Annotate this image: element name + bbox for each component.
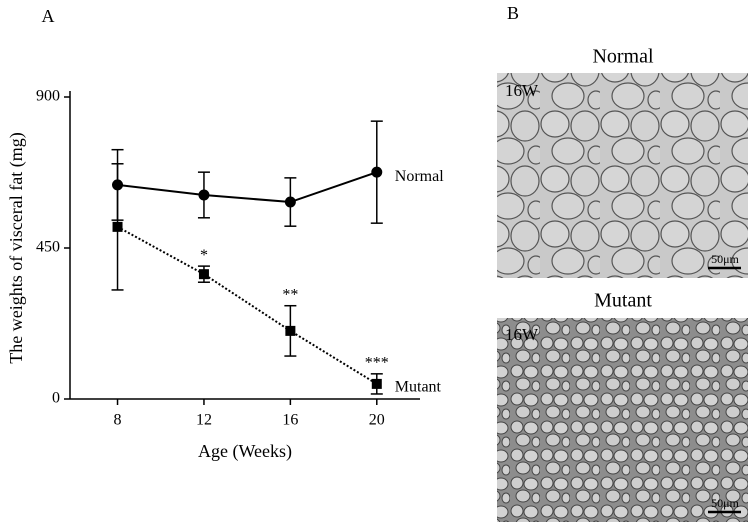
- panel-label: B: [507, 3, 519, 23]
- y-tick-label: 0: [52, 390, 60, 407]
- significance: **: [282, 286, 298, 303]
- point: [371, 166, 383, 178]
- image-title: Mutant: [594, 290, 652, 312]
- image-tag: 16W: [505, 325, 539, 344]
- micrograph: [497, 73, 748, 278]
- point: [198, 189, 210, 201]
- point: [285, 325, 296, 336]
- scale-label: 50μm: [711, 496, 739, 510]
- x-tick-label: 16: [282, 412, 298, 429]
- panel-label: A: [42, 6, 55, 26]
- y-tick-label: 450: [36, 239, 60, 256]
- micrograph: [497, 318, 748, 522]
- series-label: Mutant: [395, 379, 442, 396]
- point: [112, 221, 123, 232]
- x-axis-title: Age (Weeks): [198, 441, 292, 462]
- image-tag: 16W: [505, 81, 539, 100]
- x-tick-label: 20: [369, 412, 385, 429]
- significance: *: [200, 247, 208, 264]
- significance: ***: [365, 355, 389, 372]
- point: [198, 269, 209, 280]
- point: [371, 378, 382, 389]
- series-line: [117, 225, 378, 385]
- series-line: [117, 171, 378, 204]
- y-tick-label: 900: [36, 88, 60, 105]
- series-label: Normal: [395, 168, 444, 185]
- point: [284, 196, 296, 208]
- x-tick-label: 8: [114, 412, 122, 429]
- scale-label: 50μm: [711, 252, 739, 266]
- x-tick-label: 12: [196, 412, 212, 429]
- y-axis-title: The weights of visceral fat (mg): [6, 132, 27, 363]
- image-title: Normal: [592, 46, 654, 68]
